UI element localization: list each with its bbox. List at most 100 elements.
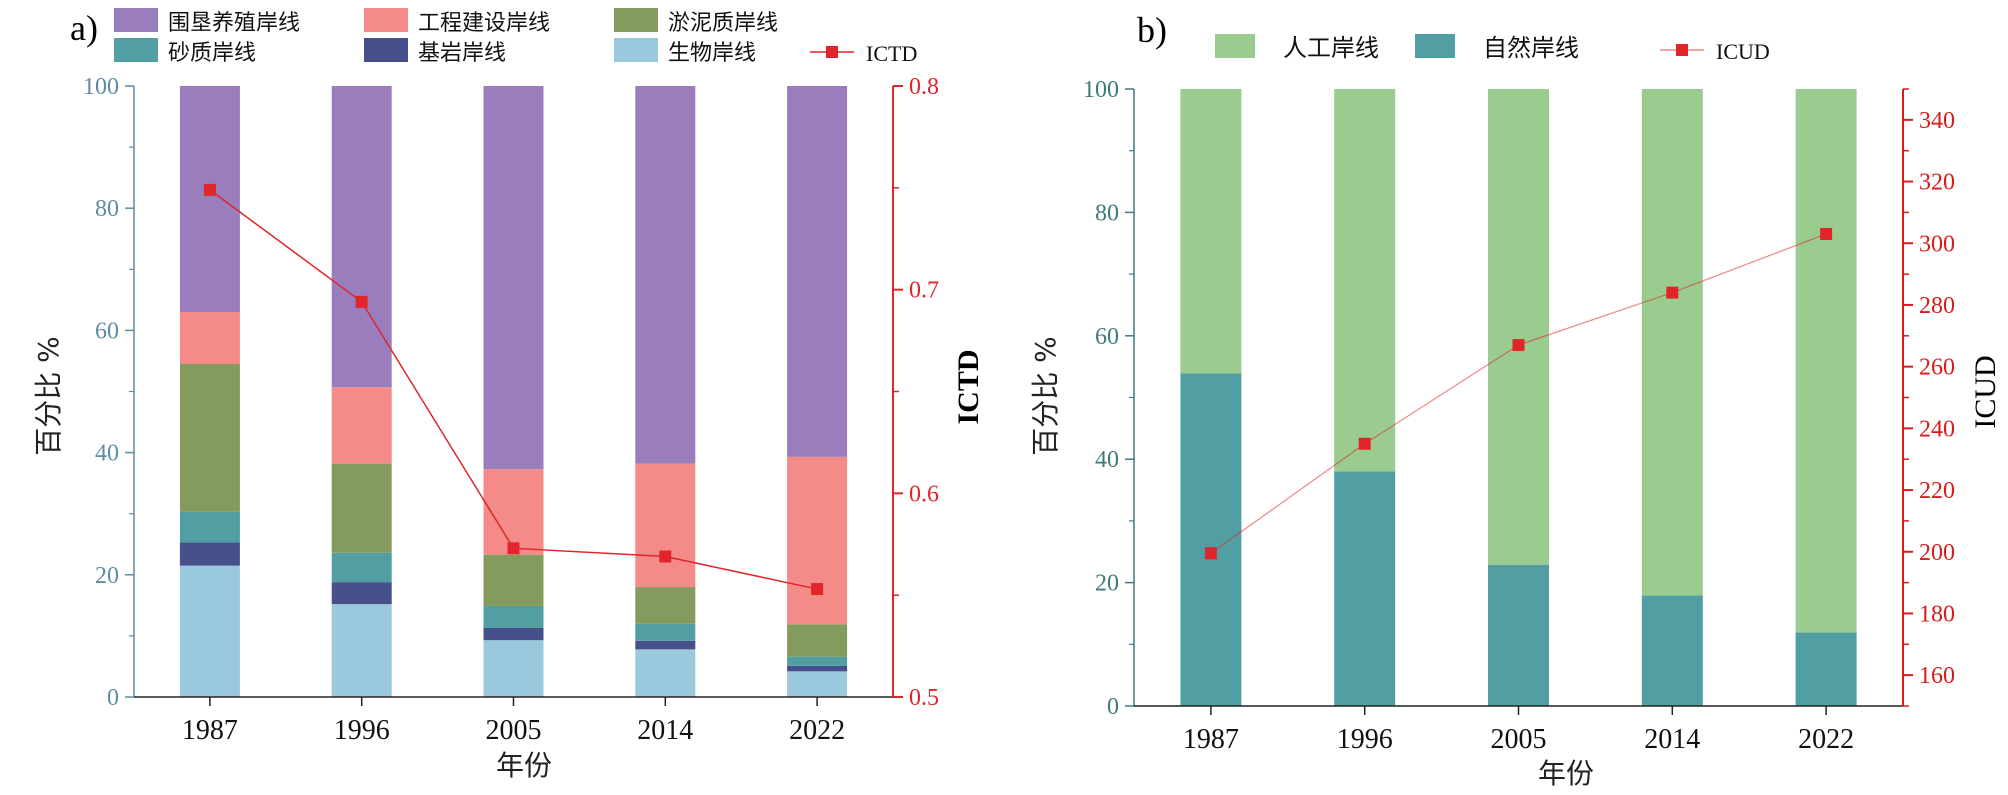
y2-tick-label-0.8: 0.8: [909, 74, 939, 100]
axes-b: 0 20 40 60 80 100 160 180 200 220 240 260 280 300 320 3…: [1083, 77, 1955, 755]
y2-tick-label-0.5: 0.5: [909, 685, 939, 711]
chart-panel-b: b) 人工岸线 自然岸线 ICUD 0 20 40 60 80 100 160 180 200 220…: [1029, 10, 2002, 790]
y2-axis-label-b: ICUD: [1969, 355, 2002, 428]
point-icud-2014: [1666, 286, 1679, 299]
bar-2014-series-4: [635, 463, 696, 588]
legend-label-line: ICUD: [1716, 39, 1770, 64]
legend-swatch-0: [614, 38, 658, 62]
bar-1987-series-4: [179, 312, 240, 365]
bar-1996-series-0: [1334, 471, 1396, 706]
bar-2005-series-0: [1488, 564, 1549, 706]
bar-2022-series-2: [787, 656, 848, 666]
bar-2005-series-4: [483, 469, 544, 555]
y2-tick-label-220: 220: [1919, 478, 1955, 504]
y-tick-label-80: 80: [1095, 200, 1119, 226]
y2-tick-label-240: 240: [1919, 416, 1955, 442]
x-axis-label-b: 年份: [1538, 757, 1594, 790]
point-ictd-2005: [507, 542, 520, 555]
legend-swatch-1: [364, 38, 408, 62]
x-tick-label-2014: 2014: [1644, 724, 1700, 755]
line-ictd: [203, 183, 824, 596]
bar-2022-series-0: [1795, 632, 1857, 706]
y2-tick-label-300: 300: [1919, 231, 1955, 257]
bar-2022-series-1: [787, 665, 848, 672]
bar-2014-series-5: [635, 86, 696, 464]
y2-tick-label-160: 160: [1919, 663, 1955, 689]
legend-label-3: 淤泥质岸线: [668, 11, 778, 36]
legend-swatch-5: [114, 8, 158, 32]
bar-2005-series-1: [1488, 89, 1549, 565]
bar-2005-series-1: [483, 627, 544, 641]
x-tick-label-1987: 1987: [182, 715, 238, 746]
y2-axis-label-a: ICTD: [952, 349, 985, 424]
y-tick-label-100: 100: [1083, 77, 1119, 103]
y2-tick-label-320: 320: [1919, 170, 1955, 196]
legend-label-4: 工程建设岸线: [418, 11, 550, 36]
bar-1987-series-0: [1180, 373, 1242, 706]
bar-2022-series-1: [1795, 89, 1857, 633]
bar-1996-series-1: [1334, 89, 1396, 472]
y-tick-label-20: 20: [1095, 571, 1119, 597]
bar-1987-series-3: [179, 364, 240, 512]
y2-tick-label-0.7: 0.7: [909, 278, 939, 304]
x-axis-label-a: 年份: [496, 749, 552, 782]
y-tick-label-20: 20: [95, 563, 119, 589]
legend-label-1: 人工岸线: [1283, 34, 1379, 62]
y2-tick-label-340: 340: [1919, 108, 1955, 134]
bar-2014-series-3: [635, 587, 696, 624]
bar-1987-series-0: [179, 565, 240, 697]
legend-line-marker: [826, 46, 838, 58]
point-ictd-2014: [659, 550, 672, 563]
bar-2014-series-0: [635, 649, 696, 697]
y-axis-label-a: 百分比 %: [32, 336, 65, 456]
x-tick-label-2005: 2005: [1491, 724, 1547, 755]
x-tick-label-2022: 2022: [1798, 724, 1854, 755]
bar-2005-series-2: [483, 605, 544, 628]
y2-tick-label-260: 260: [1919, 355, 1955, 381]
bar-2005-series-3: [483, 554, 544, 606]
legend-swatch-4: [364, 8, 408, 32]
bar-1996-series-3: [331, 463, 392, 553]
bar-1987-series-5: [179, 86, 240, 313]
bar-2014-series-0: [1641, 595, 1703, 706]
legend-line-marker: [1676, 44, 1688, 56]
legend-label-1: 基岩岸线: [418, 41, 506, 66]
x-tick-label-1987: 1987: [1183, 724, 1239, 755]
x-tick-label-2014: 2014: [637, 715, 693, 746]
legend-b: 人工岸线 自然岸线 ICUD: [1215, 34, 1770, 64]
legend-label-0: 自然岸线: [1483, 34, 1579, 62]
point-icud-2005: [1512, 339, 1525, 352]
legend-swatch-0: [1415, 34, 1455, 58]
y-tick-label-100: 100: [83, 74, 119, 100]
point-ictd-2022: [811, 583, 824, 596]
y-axis-label-b: 百分比 %: [1029, 336, 1062, 456]
point-icud-1996: [1358, 437, 1371, 450]
y2-tick-label-180: 180: [1919, 601, 1955, 627]
bar-2022-series-5: [787, 86, 848, 457]
point-icud-1987: [1204, 547, 1217, 560]
legend-label-2: 砂质岸线: [168, 41, 256, 66]
y-tick-label-0: 0: [107, 685, 119, 711]
bar-2005-series-0: [483, 640, 544, 697]
bar-1987-series-1: [1180, 89, 1242, 374]
legend-label-line: ICTD: [866, 41, 917, 66]
y2-tick-label-0.6: 0.6: [909, 481, 939, 507]
x-tick-label-2022: 2022: [789, 715, 845, 746]
legend-swatch-2: [114, 38, 158, 62]
bar-2014-series-1: [1641, 89, 1703, 596]
point-ictd-1996: [355, 295, 368, 308]
legend-label-0: 生物岸线: [668, 41, 756, 66]
legend-swatch-3: [614, 8, 658, 32]
legend-swatch-1: [1215, 34, 1255, 58]
bar-1996-series-5: [331, 86, 392, 388]
y2-tick-label-200: 200: [1919, 540, 1955, 566]
bar-2022-series-4: [787, 456, 848, 625]
x-tick-label-1996: 1996: [1337, 724, 1393, 755]
y-tick-label-60: 60: [1095, 324, 1119, 350]
y-tick-label-40: 40: [95, 441, 119, 467]
panel-a-label: a): [70, 8, 98, 48]
y-tick-label-40: 40: [1095, 447, 1119, 473]
bar-1987-series-2: [179, 511, 240, 543]
